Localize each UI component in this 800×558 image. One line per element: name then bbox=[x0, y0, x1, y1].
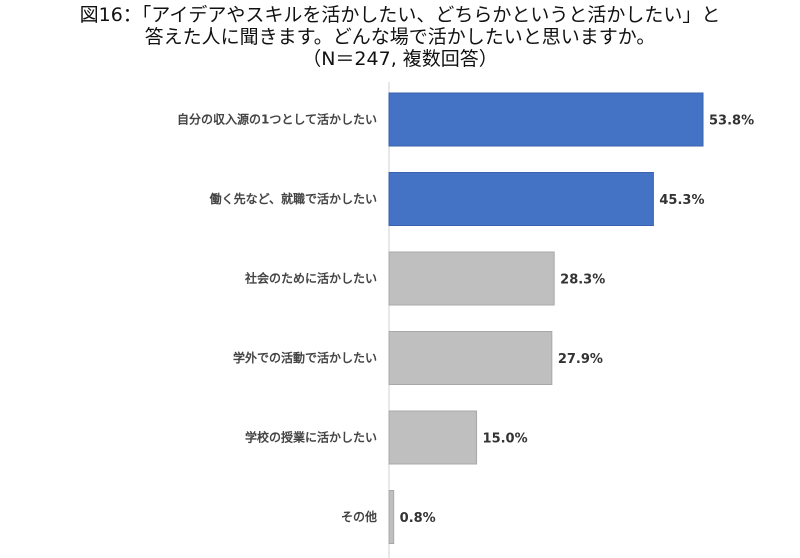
category-label: 学外での活動で活かしたい bbox=[233, 350, 377, 365]
data-label: 53.8% bbox=[709, 114, 754, 129]
category-label: 働く先など、就職で活かしたい bbox=[209, 191, 377, 206]
category-label: 自分の収入源の1つとして活かしたい bbox=[177, 112, 377, 127]
bar bbox=[388, 251, 555, 306]
data-label: 0.8% bbox=[400, 511, 436, 526]
title-line-2: 答えた人に聞きます。どんな場で活かしたいと思いますか。 bbox=[144, 26, 656, 48]
bar bbox=[388, 331, 553, 385]
bar bbox=[388, 490, 395, 544]
category-label: 社会のために活かしたい bbox=[244, 271, 377, 286]
bar bbox=[388, 92, 704, 147]
chart-title: 図16：「アイデアやスキルを活かしたい、どちらかというと活かしたい」と 答えた人… bbox=[0, 4, 800, 70]
category-label: その他 bbox=[341, 509, 377, 524]
data-label: 45.3% bbox=[659, 193, 704, 208]
bar bbox=[388, 410, 478, 465]
data-label: 15.0% bbox=[483, 432, 528, 447]
bar bbox=[388, 172, 654, 226]
title-line-3: （N＝247, 複数回答） bbox=[302, 48, 498, 70]
title-line-1: 図16：「アイデアやスキルを活かしたい、どちらかというと活かしたい」と bbox=[79, 4, 721, 26]
data-label: 27.9% bbox=[558, 352, 603, 367]
category-label: 学校の授業に活かしたい bbox=[245, 430, 377, 445]
data-label: 28.3% bbox=[560, 273, 605, 288]
